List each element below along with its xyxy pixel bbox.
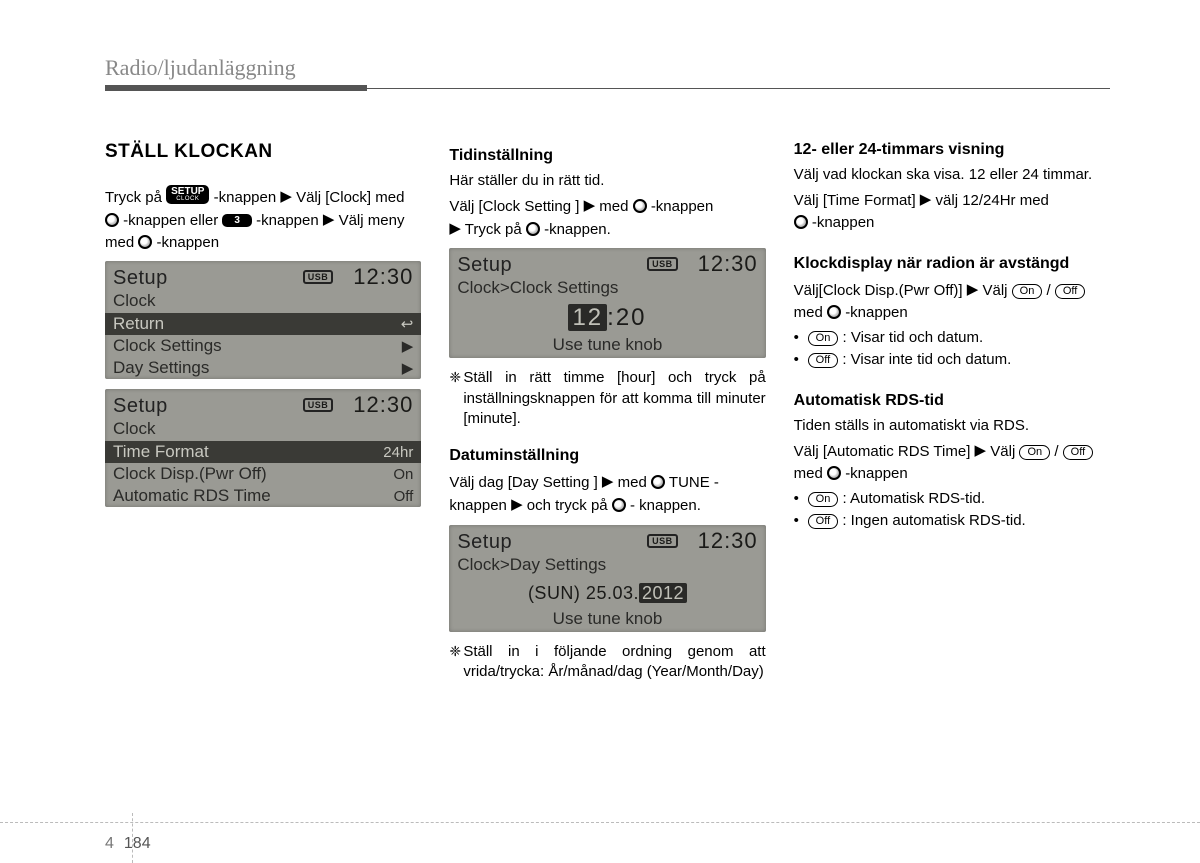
col1-title: STÄLL KLOCKAN <box>105 141 421 163</box>
triangle-icon: ▶ <box>602 471 614 493</box>
on-pill-icon: On <box>1012 284 1043 299</box>
auto-rds-steps: Välj [Automatic RDS Time] ▶ Välj On / Of… <box>794 440 1110 485</box>
lcd-breadcrumb: Clock <box>105 419 421 441</box>
triangle-icon: ▶ <box>584 195 596 217</box>
lcd-time: 12:30 <box>353 392 413 418</box>
time-setting-steps: Välj [Clock Setting ] ▶ med -knappen ▶ T… <box>449 195 765 241</box>
off-pill-icon: Off <box>1055 284 1085 299</box>
header-rule <box>105 85 1110 91</box>
lcd-hint: Use tune knob <box>449 332 765 358</box>
lcd-setup-label: Setup <box>113 395 168 418</box>
tune-knob-icon <box>526 222 540 236</box>
date-setting-note: ❈ Ställ in i följande ordning genom att … <box>449 642 765 683</box>
tune-knob-icon <box>651 475 665 489</box>
note-icon: ❈ <box>449 368 459 387</box>
date-setting-steps: Välj dag [Day Setting ] ▶ med TUNE -knap… <box>449 471 765 517</box>
tune-knob-icon <box>633 199 647 213</box>
lcd-setup-label: Setup <box>457 531 512 554</box>
lcd-usb-badge: USB <box>303 398 334 412</box>
lcd-usb-badge: USB <box>303 270 334 284</box>
lcd-row-clock-settings: Clock Settings▶ <box>105 335 421 357</box>
column-2: Tidinställning Här ställer du in rätt ti… <box>449 141 765 682</box>
tune-knob-icon <box>138 235 152 249</box>
triangle-icon: ▶ <box>967 279 979 301</box>
on-pill-icon: On <box>808 492 839 507</box>
triangle-icon: ▶ <box>920 189 932 211</box>
note-icon: ❈ <box>449 642 459 661</box>
preset-3-button-icon: 3 <box>222 214 252 227</box>
lcd-usb-badge: USB <box>647 534 678 548</box>
lcd-hint: Use tune knob <box>449 606 765 632</box>
lcd-screenshot-clock-settings: Setup USB 12:30 Clock>Clock Settings 12:… <box>449 248 765 358</box>
lcd-screenshot-clock-menu-1: Setup USB 12:30 Clock Return↩ Clock Sett… <box>105 261 421 379</box>
page-footer: 4 184 <box>0 822 1200 833</box>
tune-knob-icon <box>105 213 119 227</box>
time-setting-desc: Här ställer du in rätt tid. <box>449 171 765 191</box>
tune-knob-icon <box>827 466 841 480</box>
triangle-icon: ▶ <box>511 494 523 516</box>
lcd-row-clock-disp: Clock Disp.(Pwr Off)On <box>105 463 421 485</box>
on-pill-icon: On <box>1019 445 1050 460</box>
lcd-breadcrumb: Clock>Day Settings <box>449 555 765 577</box>
lcd-setup-label: Setup <box>113 267 168 290</box>
lcd-breadcrumb: Clock>Clock Settings <box>449 278 765 300</box>
lcd-breadcrumb: Clock <box>105 291 421 313</box>
page-number: 4 184 <box>105 835 151 853</box>
clock-disp-off-bullet: • Off : Visar inte tid och datum. <box>794 350 1110 370</box>
time-setting-note: ❈ Ställ in rätt timme [hour] och tryck p… <box>449 368 765 429</box>
lcd-edit-time: 12:20 <box>449 300 765 332</box>
clock-disp-on-bullet: • On : Visar tid och datum. <box>794 328 1110 348</box>
triangle-icon: ▶ <box>280 186 292 208</box>
time-format-steps: Välj [Time Format] ▶ välj 12/24Hr med -k… <box>794 189 1110 234</box>
lcd-row-auto-rds: Automatic RDS TimeOff <box>105 485 421 507</box>
column-3: 12- eller 24-timmars visning Välj vad kl… <box>794 141 1110 682</box>
auto-rds-on-bullet: • On : Automatisk RDS-tid. <box>794 489 1110 509</box>
off-pill-icon: Off <box>808 353 838 368</box>
lcd-screenshot-clock-menu-2: Setup USB 12:30 Clock Time Format24hr Cl… <box>105 389 421 507</box>
on-pill-icon: On <box>808 331 839 346</box>
setup-clock-button-icon: SETUPCLOCK <box>166 185 209 204</box>
lcd-time: 12:30 <box>698 528 758 554</box>
triangle-icon: ▶ <box>975 440 987 462</box>
auto-rds-desc: Tiden ställs in automatiskt via RDS. <box>794 416 1110 436</box>
page: Radio/ljudanläggning STÄLL KLOCKAN Tryck… <box>0 0 1200 702</box>
off-pill-icon: Off <box>808 514 838 529</box>
triangle-icon: ▶ <box>323 209 335 231</box>
date-setting-title: Datuminställning <box>449 447 765 465</box>
time-setting-title: Tidinställning <box>449 147 765 165</box>
time-format-desc: Välj vad klockan ska visa. 12 eller 24 t… <box>794 165 1110 185</box>
lcd-row-day-settings: Day Settings▶ <box>105 357 421 379</box>
section-header: Radio/ljudanläggning <box>105 55 1110 81</box>
clock-disp-steps: Välj[Clock Disp.(Pwr Off)] ▶ Välj On / O… <box>794 279 1110 324</box>
off-pill-icon: Off <box>1063 445 1093 460</box>
column-1: STÄLL KLOCKAN Tryck på SETUPCLOCK -knapp… <box>105 141 421 682</box>
auto-rds-title: Automatisk RDS-tid <box>794 392 1110 410</box>
triangle-icon: ▶ <box>449 218 461 240</box>
lcd-row-return: Return↩ <box>105 313 421 335</box>
lcd-row-time-format: Time Format24hr <box>105 441 421 463</box>
col1-instructions: Tryck på SETUPCLOCK -knappen ▶ Välj [Clo… <box>105 185 421 253</box>
lcd-setup-label: Setup <box>457 254 512 277</box>
tune-knob-icon <box>794 215 808 229</box>
lcd-edit-date: (SUN) 25.03.2012 <box>449 577 765 606</box>
lcd-time: 12:30 <box>353 264 413 290</box>
tune-knob-icon <box>612 498 626 512</box>
auto-rds-off-bullet: • Off : Ingen automatisk RDS-tid. <box>794 511 1110 531</box>
clock-disp-title: Klockdisplay när radion är avstängd <box>794 255 1110 273</box>
lcd-screenshot-day-settings: Setup USB 12:30 Clock>Day Settings (SUN)… <box>449 525 765 632</box>
columns: STÄLL KLOCKAN Tryck på SETUPCLOCK -knapp… <box>105 141 1110 682</box>
lcd-usb-badge: USB <box>647 257 678 271</box>
tune-knob-icon <box>827 305 841 319</box>
time-format-title: 12- eller 24-timmars visning <box>794 141 1110 159</box>
lcd-time: 12:30 <box>698 251 758 277</box>
